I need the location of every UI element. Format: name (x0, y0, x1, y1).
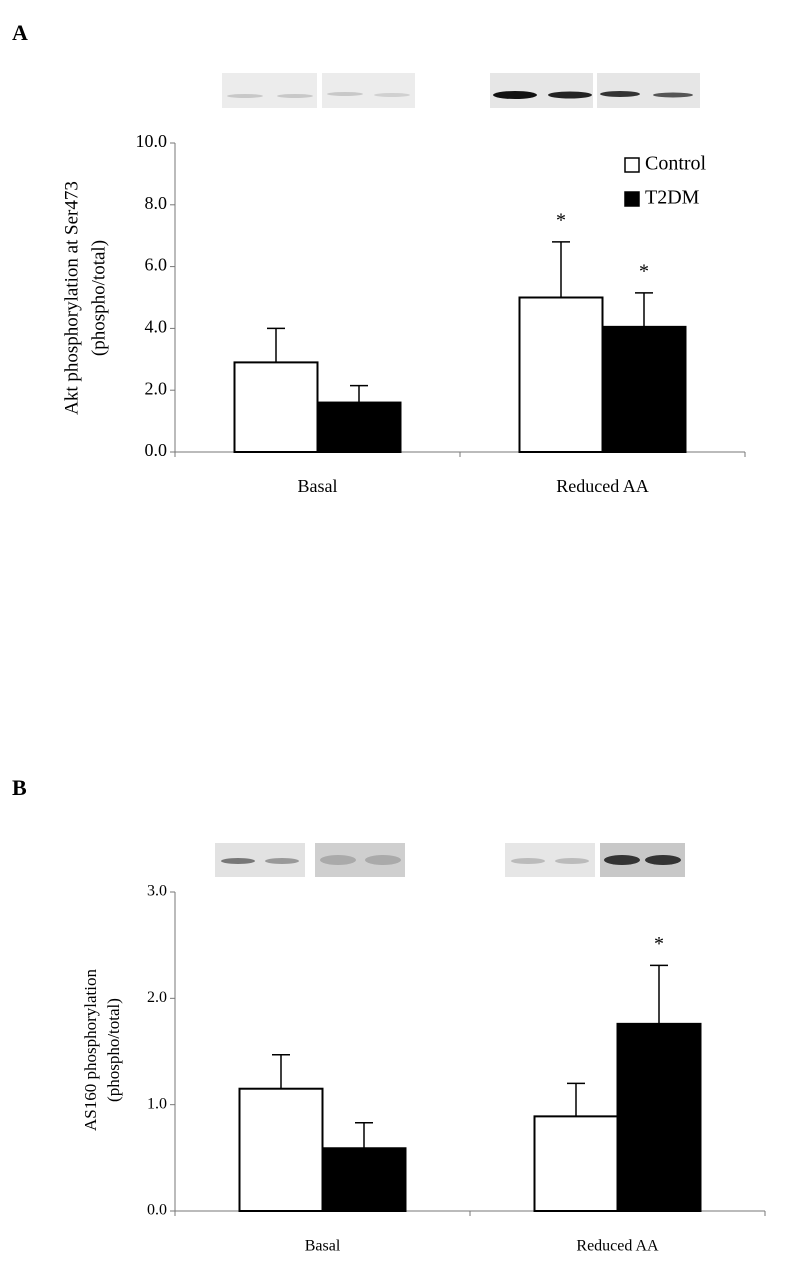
y-tick-label: 3.0 (147, 883, 167, 900)
y-tick-label: 2.0 (145, 378, 168, 398)
significance-marker: * (639, 260, 649, 282)
y-tick-label: 4.0 (145, 317, 168, 337)
y-axis-title: (phospho/total) (104, 998, 123, 1102)
bar (238, 1087, 324, 1213)
legend-swatch (624, 191, 640, 207)
x-tick-label: Basal (298, 476, 338, 496)
legend-swatch (624, 157, 640, 173)
significance-marker: * (654, 933, 664, 955)
y-axis-title: Akt phosphorylation at Ser473 (61, 181, 82, 415)
y-tick-label: 0.0 (147, 1202, 167, 1219)
x-tick-label: Basal (305, 1238, 341, 1255)
significance-marker: * (556, 209, 566, 231)
panel-label: B (12, 775, 27, 800)
bar (321, 1147, 407, 1212)
y-tick-label: 6.0 (145, 255, 168, 275)
x-tick-label: Reduced AA (556, 476, 648, 496)
x-tick-label: Reduced AA (576, 1238, 659, 1255)
blots-a (222, 73, 700, 108)
blots-b (215, 843, 685, 877)
bar (518, 296, 604, 453)
bar (233, 361, 319, 454)
y-tick-label: 0.0 (145, 440, 168, 460)
y-axis-title: AS160 phosphorylation (81, 969, 100, 1131)
bar (616, 1022, 702, 1212)
legend-label: Control (645, 153, 707, 175)
bar (533, 1115, 619, 1212)
y-tick-label: 10.0 (136, 131, 168, 151)
y-tick-label: 2.0 (147, 989, 167, 1006)
legend-label: T2DM (645, 187, 700, 209)
panel-label: A (12, 20, 28, 45)
y-axis-title: (phospho/total) (88, 240, 109, 356)
y-tick-label: 1.0 (147, 1095, 167, 1112)
bar (316, 401, 402, 453)
y-tick-label: 8.0 (145, 193, 168, 213)
bar (601, 325, 687, 454)
